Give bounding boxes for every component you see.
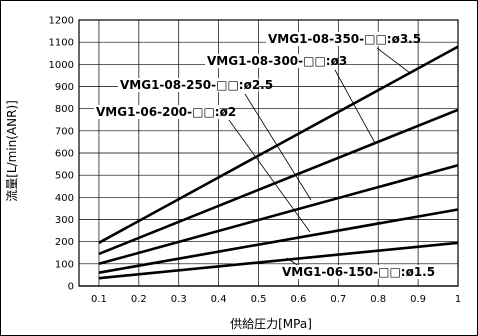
x-axis-ticks: 0.1 0.2 0.3 0.4 0.5 0.6 0.7 0.8 0.9 1 (91, 294, 461, 305)
y-tick-label: 600 (55, 149, 74, 160)
y-axis-ticks: 0 100 200 300 400 500 600 700 800 900 1000 1100 1200 (49, 16, 74, 293)
series-line-5 (98, 241, 459, 280)
series-line-2 (98, 108, 459, 256)
y-tick-label: 0 (68, 282, 74, 293)
series-label-1: VMG1-08-350-□□:ø3.5 (268, 32, 421, 46)
series-line-3 (98, 163, 459, 266)
x-tick-label: 1 (455, 294, 461, 305)
x-tick-label: 0.6 (290, 294, 306, 305)
y-tick-label: 800 (55, 104, 74, 115)
series-label-bg-5 (280, 265, 421, 279)
y-tick-label: 1100 (49, 38, 74, 49)
series-label-bg-4 (94, 105, 220, 119)
plot-border (78, 19, 459, 287)
series-label-bg-1 (266, 32, 407, 46)
x-tick-label: 0.5 (251, 294, 267, 305)
series-line-4 (98, 208, 459, 274)
series-label-2: VMG1-08-300-□□:ø3 (207, 54, 347, 68)
series-leader-3 (244, 93, 312, 201)
y-tick-label: 400 (55, 193, 74, 204)
y-axis-title: 流量[L/min(ANR)] (5, 100, 19, 202)
x-tick-label: 0.8 (370, 294, 386, 305)
y-tick-label: 200 (55, 237, 74, 248)
series-label-5: VMG1-06-150-□□:ø1.5 (282, 265, 435, 279)
y-tick-label: 700 (55, 126, 74, 137)
y-tick-label: 900 (55, 82, 74, 93)
series-labels: VMG1-08-350-□□:ø3.5 VMG1-08-300-□□:ø3 VMG1… (94, 32, 435, 279)
series-label-4: VMG1-06-200-□□:ø2 (96, 105, 236, 119)
x-tick-label: 0.3 (171, 294, 187, 305)
x-tick-label: 0.4 (211, 294, 227, 305)
series-label-bg-3 (118, 78, 259, 92)
series-label-3: VMG1-08-250-□□:ø2.5 (120, 78, 273, 92)
y-tick-label: 300 (55, 215, 74, 226)
y-tick-label: 100 (55, 259, 74, 270)
series-leader-2 (334, 69, 376, 144)
x-axis-title: 供給圧力[MPa] (230, 317, 312, 331)
series-label-bg-2 (205, 54, 331, 68)
x-tick-label: 0.2 (131, 294, 147, 305)
series-line-1 (98, 45, 459, 244)
series-leader-1 (376, 47, 411, 74)
x-tick-label: 0.9 (410, 294, 426, 305)
x-tick-label: 0.7 (330, 294, 346, 305)
x-tick-label: 0.1 (91, 294, 107, 305)
y-tick-label: 500 (55, 171, 74, 182)
y-tick-label: 1200 (49, 16, 74, 27)
series-lines (98, 45, 459, 280)
y-tick-label: 1000 (49, 60, 74, 71)
series-leader-4 (228, 119, 311, 233)
